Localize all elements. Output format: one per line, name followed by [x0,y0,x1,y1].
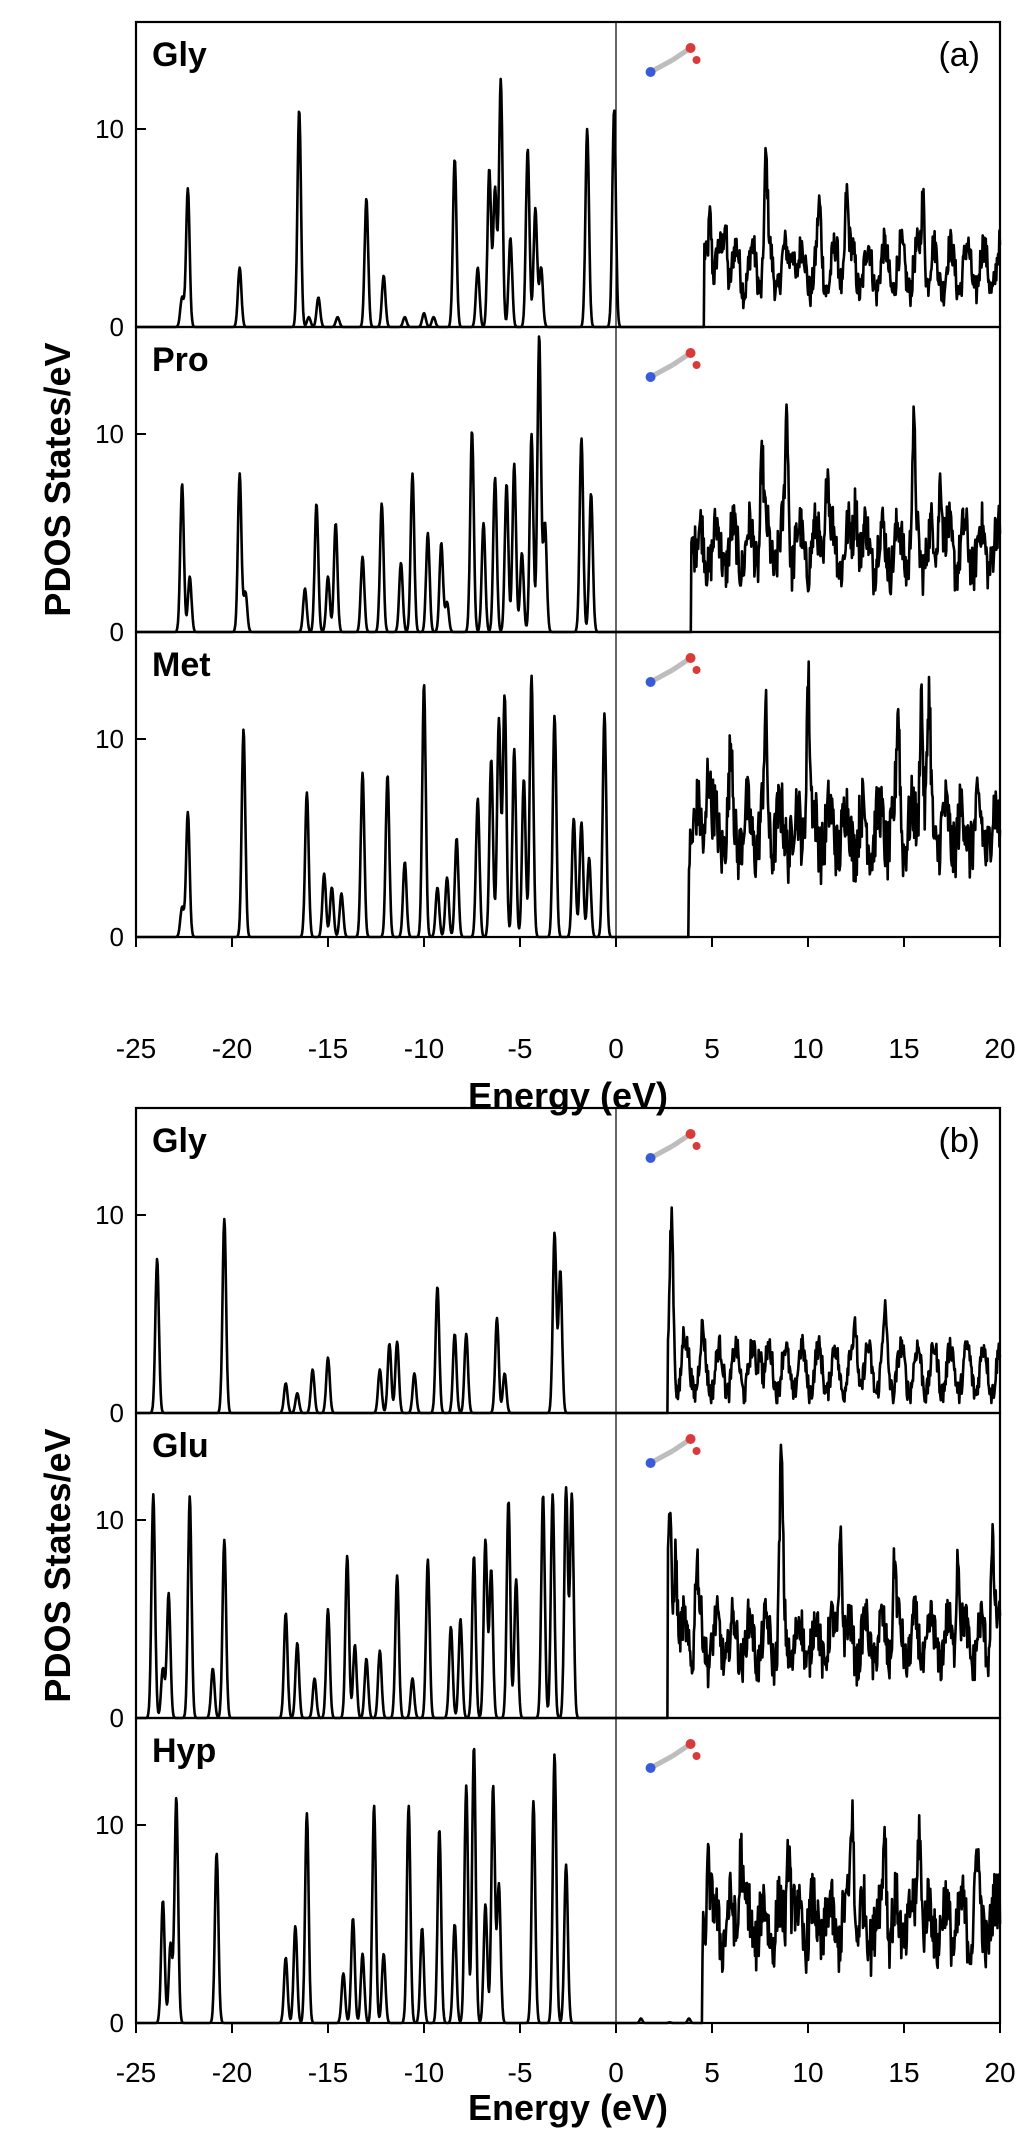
panel-label: (a) [938,36,980,74]
panel-frame-pro [134,325,1002,634]
panel-label: (b) [938,1122,980,1160]
molecule-icon [645,1434,701,1468]
pdos-curve-glu [135,1443,1002,1720]
panel-title-gly: Gly [152,1122,207,1160]
molecule-icon [645,348,701,382]
x-axis-title: Energy (eV) [468,2087,668,2128]
y-tick-label: 0 [110,1398,124,1428]
x-tick-label: 15 [888,1033,919,1064]
x-tick-label: -20 [212,2057,252,2088]
pdos-curve-pro [135,335,1002,634]
chart-a: 0 10 Gly 0 10 Pro 0 10 Met (a) -25 -20 -15 -10 -5 0 5 10 1… [37,20,1016,1116]
pdos-curve-hyp [135,1747,1002,2025]
y-tick-label: 0 [110,312,124,342]
x-tick-label: -25 [116,2057,156,2088]
x-tick-label: 20 [984,2057,1015,2088]
panel-frame-gly [134,20,1002,329]
y-tick-label: 10 [95,1505,124,1535]
x-tick-label: 5 [704,1033,720,1064]
panel-title-glu: Glu [152,1427,209,1465]
y-tick-label: 10 [95,1200,124,1230]
molecule-icon [645,43,701,77]
x-tick-label: -10 [404,1033,444,1064]
x-tick-label: -15 [308,2057,348,2088]
pdos-curve-gly [135,77,1002,329]
x-tick-label: -5 [508,2057,533,2088]
molecule-icon [645,653,701,687]
y-tick-label: 10 [95,724,124,754]
x-tick-label: -20 [212,1033,252,1064]
y-tick-label: 10 [95,1810,124,1840]
molecule-icon [645,1739,701,1773]
x-tick-label: 0 [608,1033,624,1064]
panel-frame-hyp [134,1716,1002,2025]
y-tick-label: 0 [110,617,124,647]
x-axis-title: Energy (eV) [468,1075,668,1116]
y-axis-title: PDOS States/eV [37,342,78,616]
y-tick-label: 0 [110,2008,124,2038]
panel-frame-met [134,630,1002,939]
x-tick-label: 0 [608,2057,624,2088]
x-tick-label: 10 [792,2057,823,2088]
panel-title-gly: Gly [152,36,207,74]
x-tick-label: 10 [792,1033,823,1064]
y-axis-title: PDOS States/eV [37,1428,78,1702]
y-tick-label: 0 [110,1703,124,1733]
panel-title-met: Met [152,646,211,684]
y-tick-label: 10 [95,114,124,144]
chart-b: 0 10 Gly 0 10 Glu 0 10 Hyp (b) -25 -20 -15 -10 -5 0 5 10 1… [37,1106,1016,2128]
x-tick-label: 15 [888,2057,919,2088]
x-tick-label: 5 [704,2057,720,2088]
molecule-icon [645,1129,701,1163]
pdos-curve-met [135,660,1002,939]
pdos-curve-gly [135,1206,1002,1415]
x-tick-label: -15 [308,1033,348,1064]
y-tick-label: 10 [95,419,124,449]
panel-title-hyp: Hyp [152,1732,216,1770]
panel-title-pro: Pro [152,341,209,379]
x-tick-label: -10 [404,2057,444,2088]
x-tick-label: 20 [984,1033,1015,1064]
y-tick-label: 0 [110,922,124,952]
x-tick-label: -5 [508,1033,533,1064]
x-tick-label: -25 [116,1033,156,1064]
